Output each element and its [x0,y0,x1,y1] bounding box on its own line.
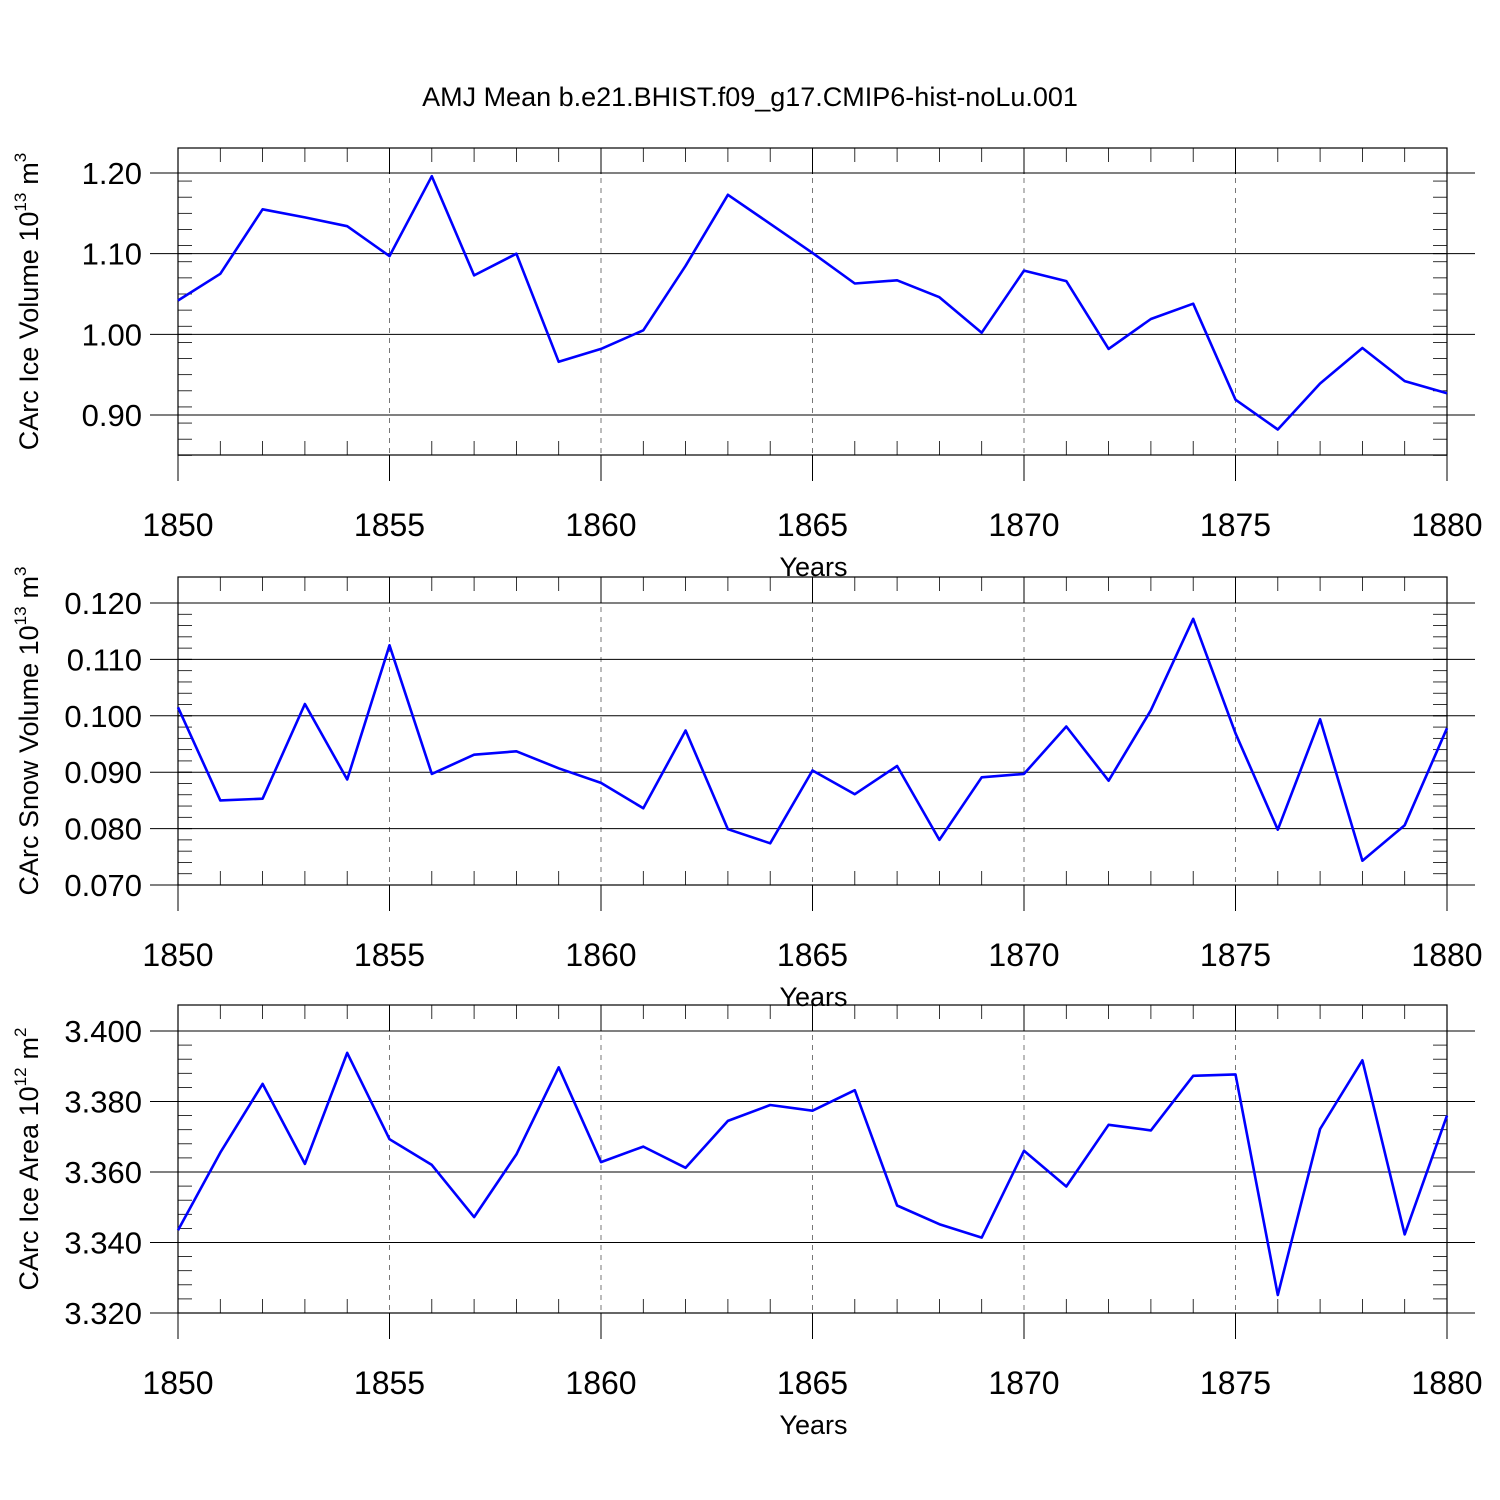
y-axis-label-text: CArc Ice Volume 10 [14,212,44,451]
y-axis-label-exp: 13 [11,606,30,625]
y-axis-label-unit-exp: 3 [11,566,30,575]
y-axis-label-text: CArc Ice Area 10 [14,1086,44,1290]
ice-volume-panel: 0.90 1.00 1.10 1.20 1850 1855 1860 1865 1870 1875… [11,147,1483,582]
x-tick-label: 1870 [988,1365,1059,1401]
x-tick-label: 1855 [354,507,425,543]
x-tick-label: 1880 [1411,937,1482,973]
y-axis-label: CArc Snow Volume 1013 m3 [11,566,44,895]
y-tick-label: 3.400 [64,1014,142,1049]
x-tick-label: 1855 [354,1365,425,1401]
y-tick-label: 1.00 [82,317,142,352]
x-tick-label: 1850 [142,937,213,973]
y-tick-label: 0.100 [64,699,142,734]
y-axis-label: CArc Ice Volume 1013 m3 [11,153,44,451]
series-line [176,1051,1449,1297]
x-tick-label: 1880 [1411,1365,1482,1401]
y-axis-label-exp: 13 [11,193,30,212]
plot-frame [177,1004,1448,1314]
y-tick-label: 0.90 [82,398,142,433]
x-axis-label: Years [779,1410,847,1440]
y-tick-label: 3.380 [64,1085,142,1120]
y-axis-label: CArc Ice Area 1012 m2 [11,1028,44,1291]
x-tick-label: 1850 [142,507,213,543]
x-tick-label: 1880 [1411,507,1482,543]
x-tick-label: 1875 [1200,1365,1271,1401]
x-tick-label: 1850 [142,1365,213,1401]
x-tick-label: 1870 [988,937,1059,973]
y-axis-label-unit-exp: 2 [11,1028,30,1037]
y-tick-label: 3.340 [64,1226,142,1261]
y-axis-label-exp: 12 [11,1067,30,1086]
x-tick-label: 1860 [565,507,636,543]
y-tick-label: 3.360 [64,1155,142,1190]
y-tick-label: 0.080 [64,812,142,847]
x-tick-label: 1865 [777,507,848,543]
y-tick-label: 0.070 [64,868,142,903]
y-tick-label: 1.10 [82,237,142,272]
x-tick-label: 1875 [1200,937,1271,973]
figure-title: AMJ Mean b.e21.BHIST.f09_g17.CMIP6-hist-… [422,82,1078,112]
x-tick-label: 1855 [354,937,425,973]
series-line [177,174,1448,431]
x-tick-label: 1870 [988,507,1059,543]
y-axis-label-unit: m [14,162,44,185]
y-tick-label: 1.20 [82,156,142,191]
y-tick-label: 0.110 [67,642,142,677]
x-tick-label: 1865 [777,1365,848,1401]
y-tick-label: 3.320 [64,1296,142,1331]
y-axis-label-unit: m [14,576,44,599]
x-axis-label: Years [779,982,847,1012]
x-tick-label: 1875 [1200,507,1271,543]
plot-frame [177,147,1448,456]
y-axis-label-unit-exp: 3 [11,153,30,162]
series-line [176,617,1449,863]
y-axis-label-unit: m [14,1037,44,1060]
x-tick-label: 1860 [565,1365,636,1401]
y-tick-label: 0.090 [64,755,142,790]
x-tick-label: 1865 [777,937,848,973]
y-tick-label: 0.120 [64,586,142,621]
y-axis-label-text: CArc Snow Volume 10 [14,625,44,895]
snow-volume-panel: 0.070 0.080 0.090 0.100 0.110 0.120 1850 1855 18… [11,566,1483,1012]
ice-area-panel: 3.320 3.340 3.360 3.380 3.400 1850 1855 1860 186… [11,1004,1483,1440]
x-tick-label: 1860 [565,937,636,973]
